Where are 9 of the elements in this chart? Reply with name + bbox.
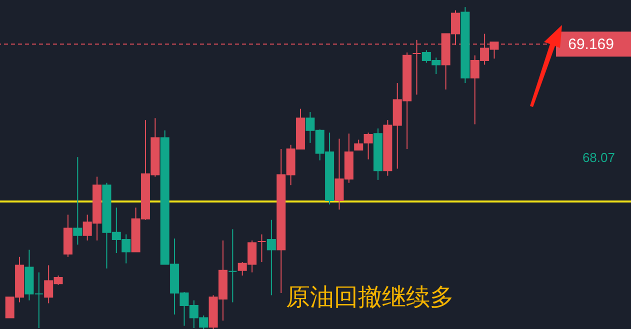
text: 68.07 xyxy=(582,150,615,165)
candlestick xyxy=(354,139,364,151)
annotation: 原油回撤继续多 xyxy=(286,283,454,311)
candlestick xyxy=(228,228,238,303)
candlestick xyxy=(266,219,276,296)
text: 69.169 xyxy=(568,36,614,53)
candlestick xyxy=(364,132,373,160)
candlestick xyxy=(73,156,82,246)
candlestick xyxy=(257,234,266,263)
